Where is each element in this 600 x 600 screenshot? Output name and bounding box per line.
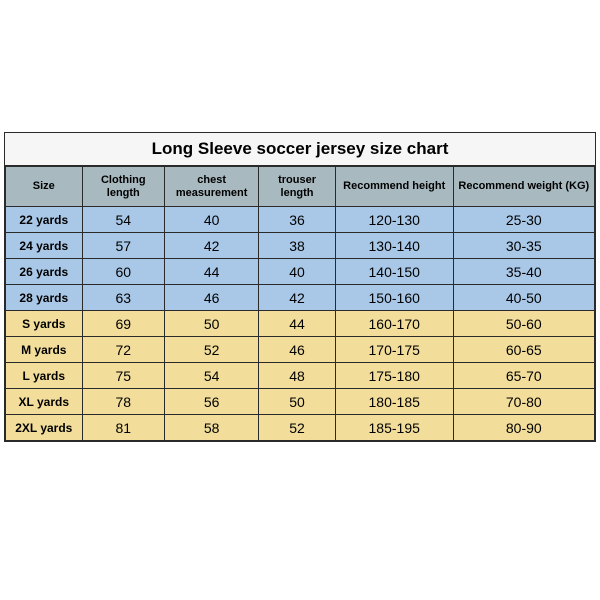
- table-row: 26 yards 60 44 40 140-150 35-40: [6, 259, 595, 285]
- cell: 44: [165, 259, 259, 285]
- cell: 25-30: [453, 207, 594, 233]
- col-trouser: trouser length: [259, 167, 336, 207]
- cell-size: S yards: [6, 311, 83, 337]
- table-row: 2XL yards 81 58 52 185-195 80-90: [6, 415, 595, 441]
- col-chest: chest measurement: [165, 167, 259, 207]
- cell: 50: [259, 389, 336, 415]
- size-table: Size Clothing length chest measurement t…: [5, 166, 595, 441]
- cell: 170-175: [335, 337, 453, 363]
- cell: 130-140: [335, 233, 453, 259]
- col-rec-weight: Recommend weight (KG): [453, 167, 594, 207]
- cell: 78: [82, 389, 164, 415]
- cell: 50: [165, 311, 259, 337]
- cell: 65-70: [453, 363, 594, 389]
- cell: 40: [259, 259, 336, 285]
- table-row: 22 yards 54 40 36 120-130 25-30: [6, 207, 595, 233]
- cell-size: 22 yards: [6, 207, 83, 233]
- cell: 69: [82, 311, 164, 337]
- cell-size: 24 yards: [6, 233, 83, 259]
- cell: 42: [259, 285, 336, 311]
- cell: 42: [165, 233, 259, 259]
- col-clothing-length: Clothing length: [82, 167, 164, 207]
- header-row: Size Clothing length chest measurement t…: [6, 167, 595, 207]
- cell: 50-60: [453, 311, 594, 337]
- cell: 180-185: [335, 389, 453, 415]
- cell: 44: [259, 311, 336, 337]
- cell: 56: [165, 389, 259, 415]
- cell-size: 28 yards: [6, 285, 83, 311]
- table-row: M yards 72 52 46 170-175 60-65: [6, 337, 595, 363]
- cell: 63: [82, 285, 164, 311]
- cell: 160-170: [335, 311, 453, 337]
- table-row: 24 yards 57 42 38 130-140 30-35: [6, 233, 595, 259]
- cell: 46: [165, 285, 259, 311]
- cell: 52: [165, 337, 259, 363]
- cell: 48: [259, 363, 336, 389]
- size-chart: Long Sleeve soccer jersey size chart Siz…: [4, 132, 596, 442]
- cell: 60: [82, 259, 164, 285]
- cell: 38: [259, 233, 336, 259]
- chart-title: Long Sleeve soccer jersey size chart: [5, 133, 595, 166]
- cell: 54: [82, 207, 164, 233]
- cell: 58: [165, 415, 259, 441]
- cell: 120-130: [335, 207, 453, 233]
- cell: 54: [165, 363, 259, 389]
- cell: 70-80: [453, 389, 594, 415]
- cell: 30-35: [453, 233, 594, 259]
- table-row: XL yards 78 56 50 180-185 70-80: [6, 389, 595, 415]
- cell: 150-160: [335, 285, 453, 311]
- cell: 175-180: [335, 363, 453, 389]
- cell: 75: [82, 363, 164, 389]
- table-body: 22 yards 54 40 36 120-130 25-30 24 yards…: [6, 207, 595, 441]
- cell: 35-40: [453, 259, 594, 285]
- cell: 81: [82, 415, 164, 441]
- cell-size: L yards: [6, 363, 83, 389]
- cell: 185-195: [335, 415, 453, 441]
- canvas: Long Sleeve soccer jersey size chart Siz…: [0, 0, 600, 600]
- col-size: Size: [6, 167, 83, 207]
- cell: 52: [259, 415, 336, 441]
- col-rec-height: Recommend height: [335, 167, 453, 207]
- cell: 36: [259, 207, 336, 233]
- cell: 40-50: [453, 285, 594, 311]
- table-row: S yards 69 50 44 160-170 50-60: [6, 311, 595, 337]
- cell-size: 2XL yards: [6, 415, 83, 441]
- cell: 80-90: [453, 415, 594, 441]
- cell: 72: [82, 337, 164, 363]
- table-row: L yards 75 54 48 175-180 65-70: [6, 363, 595, 389]
- cell: 57: [82, 233, 164, 259]
- cell: 60-65: [453, 337, 594, 363]
- cell: 46: [259, 337, 336, 363]
- cell: 40: [165, 207, 259, 233]
- cell-size: 26 yards: [6, 259, 83, 285]
- cell: 140-150: [335, 259, 453, 285]
- cell-size: M yards: [6, 337, 83, 363]
- cell-size: XL yards: [6, 389, 83, 415]
- table-row: 28 yards 63 46 42 150-160 40-50: [6, 285, 595, 311]
